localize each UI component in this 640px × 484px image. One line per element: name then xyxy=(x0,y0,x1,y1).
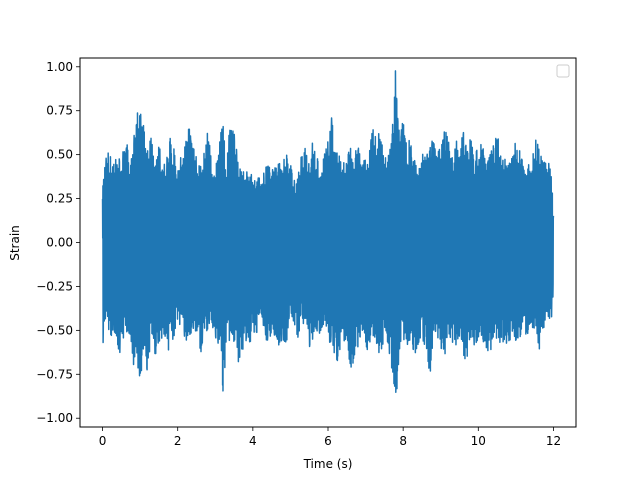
legend-box xyxy=(556,64,570,78)
x-tick-label: 12 xyxy=(546,434,561,448)
x-ticks: 0 2 4 6 8 10 12 xyxy=(99,427,561,448)
y-tick-label: 0.00 xyxy=(46,236,73,250)
x-tick-label: 4 xyxy=(249,434,257,448)
x-tick-label: 2 xyxy=(174,434,182,448)
strain-series-line xyxy=(101,70,555,393)
y-tick-label: 1.00 xyxy=(46,60,73,74)
y-axis-label: Strain xyxy=(8,225,22,261)
y-tick-label: 0.75 xyxy=(46,104,73,118)
y-ticks: 1.00 0.75 0.50 0.25 0.00 −0.25 −0.50 −0.75 −1.00 xyxy=(36,60,80,425)
legend xyxy=(556,64,570,78)
y-tick-label: −0.25 xyxy=(36,279,73,293)
y-tick-label: −0.75 xyxy=(36,367,73,381)
y-tick-label: 0.50 xyxy=(46,148,73,162)
x-tick-label: 0 xyxy=(99,434,107,448)
y-tick-label: −0.50 xyxy=(36,323,73,337)
x-axis-label: Time (s) xyxy=(303,457,353,471)
x-tick-label: 10 xyxy=(471,434,486,448)
y-tick-label: 0.25 xyxy=(46,192,73,206)
x-tick-label: 8 xyxy=(399,434,407,448)
y-tick-label: −1.00 xyxy=(36,411,73,425)
series-layer xyxy=(101,70,555,393)
x-tick-label: 6 xyxy=(324,434,332,448)
